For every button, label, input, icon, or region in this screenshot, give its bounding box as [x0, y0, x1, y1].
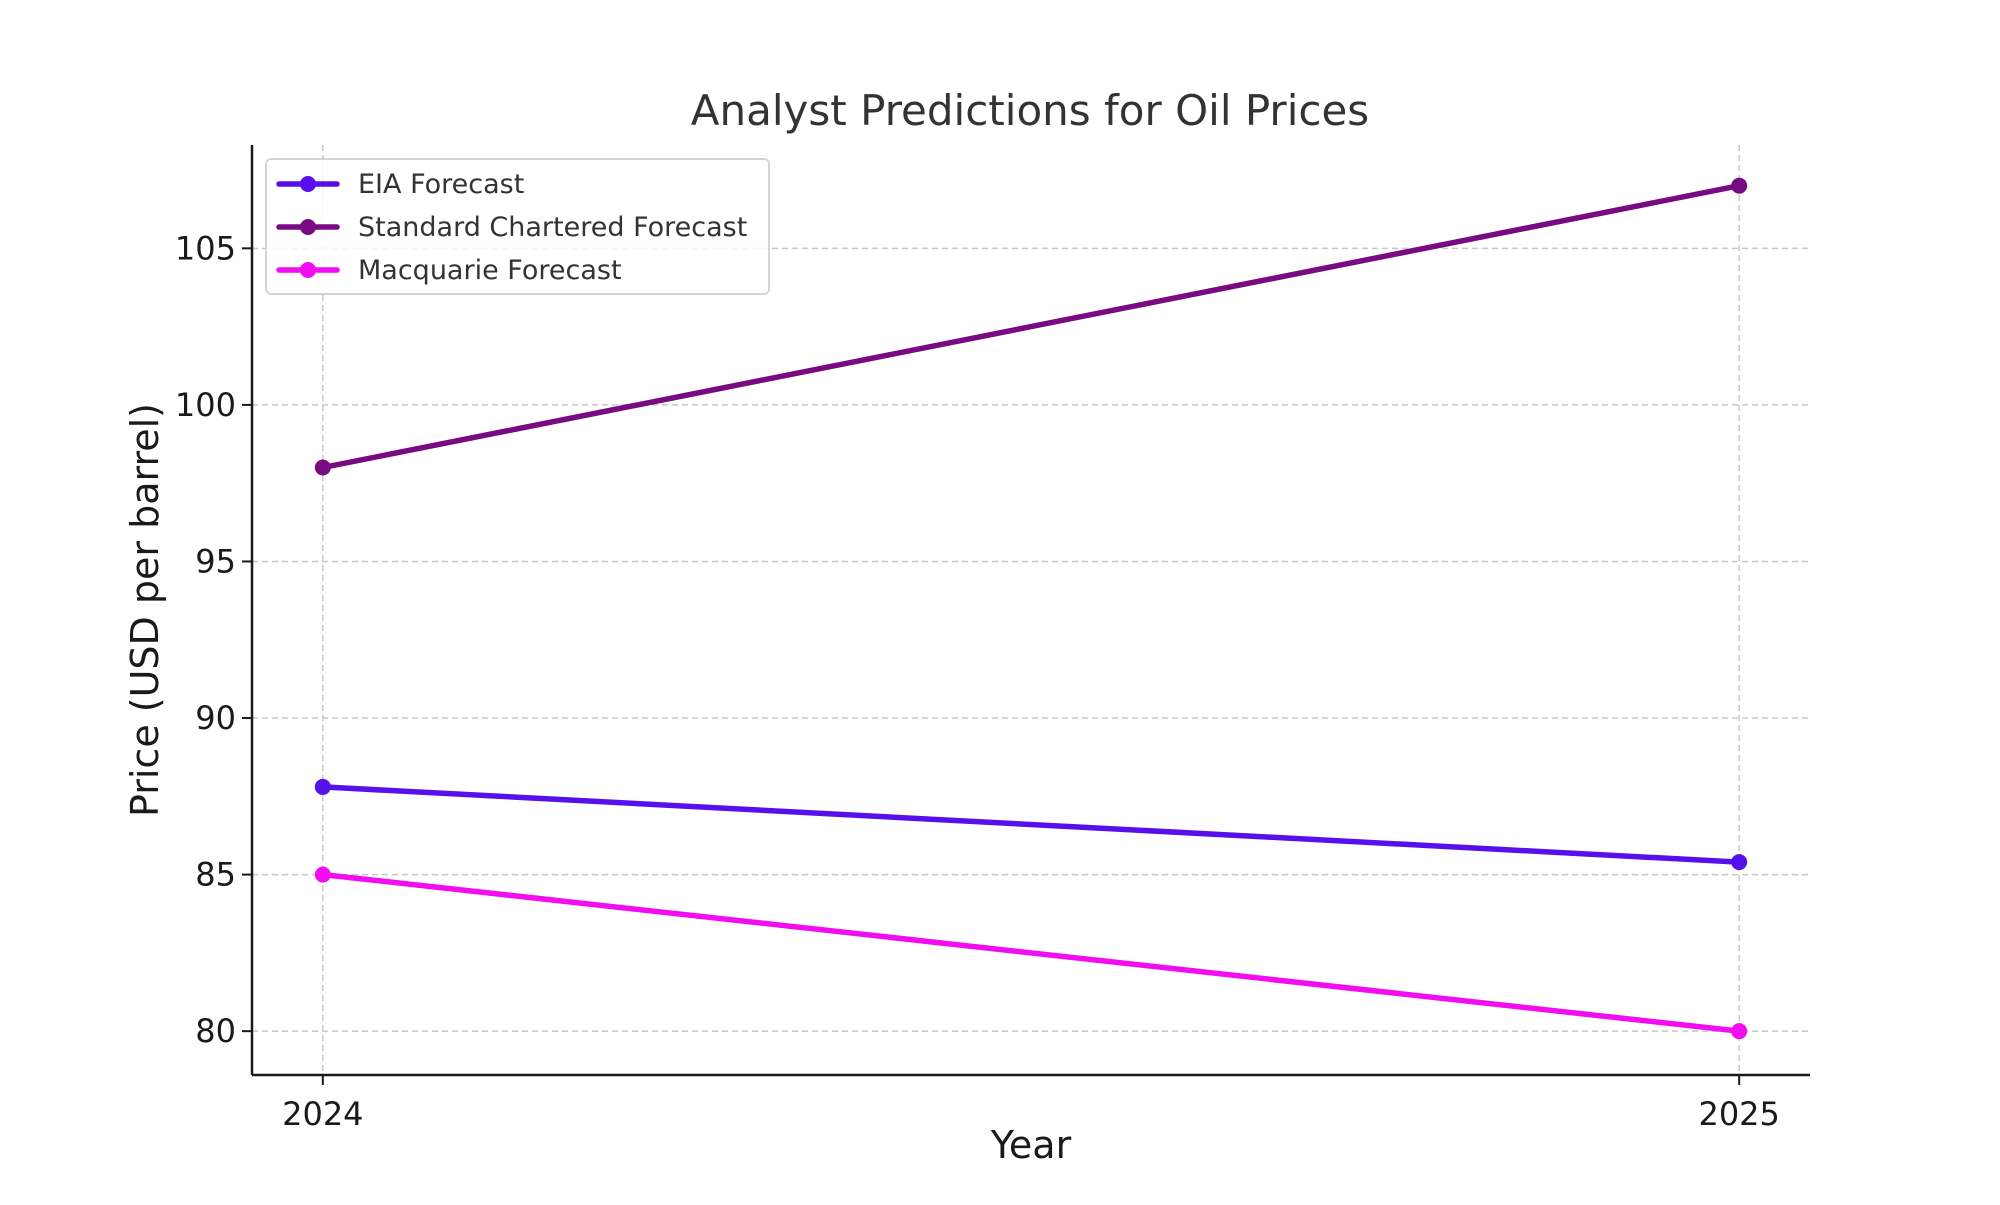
series-group	[314, 177, 1748, 476]
legend: EIA Forecast Standard Chartered Forecast M…	[265, 158, 770, 295]
y-tick-label: 90	[195, 699, 236, 737]
series-group	[314, 866, 1748, 1040]
x-tick-label: 2024	[282, 1095, 363, 1133]
series-lines	[314, 177, 1748, 1040]
legend-marker	[300, 176, 316, 192]
chart-title: Analyst Predictions for Oil Prices	[691, 86, 1369, 135]
series-line	[320, 871, 1742, 1034]
series-group	[314, 778, 1748, 871]
series-line	[320, 784, 1742, 865]
y-tick-label: 105	[175, 229, 236, 267]
legend-label: Macquarie Forecast	[358, 255, 622, 286]
x-axis-label: Year	[990, 1123, 1072, 1167]
axis-ticks: 80 85 90 95 100 105 2024 2025	[175, 229, 1780, 1133]
legend-marker	[300, 262, 316, 278]
data-point	[314, 866, 331, 883]
legend-entry: Macquarie Forecast	[276, 255, 622, 286]
y-tick-label: 85	[195, 856, 236, 894]
axes	[250, 145, 1810, 1077]
data-point	[1731, 1023, 1748, 1040]
legend-marker	[300, 219, 316, 235]
data-point	[1731, 854, 1748, 871]
x-tick-label: 2025	[1698, 1095, 1779, 1133]
data-point	[314, 459, 331, 476]
legend-label: EIA Forecast	[358, 169, 524, 200]
y-axis-label: Price (USD per barrel)	[123, 403, 167, 817]
legend-entry: EIA Forecast	[276, 169, 524, 200]
legend-entry: Standard Chartered Forecast	[276, 212, 747, 243]
y-tick-label: 80	[195, 1012, 236, 1050]
grid-lines	[252, 145, 1810, 1075]
data-point	[1731, 177, 1748, 194]
legend-label: Standard Chartered Forecast	[358, 212, 747, 243]
legend-box	[265, 158, 770, 295]
y-tick-label: 95	[195, 542, 236, 580]
y-tick-label: 100	[175, 386, 236, 424]
data-point	[314, 778, 331, 795]
series-line	[320, 182, 1742, 471]
